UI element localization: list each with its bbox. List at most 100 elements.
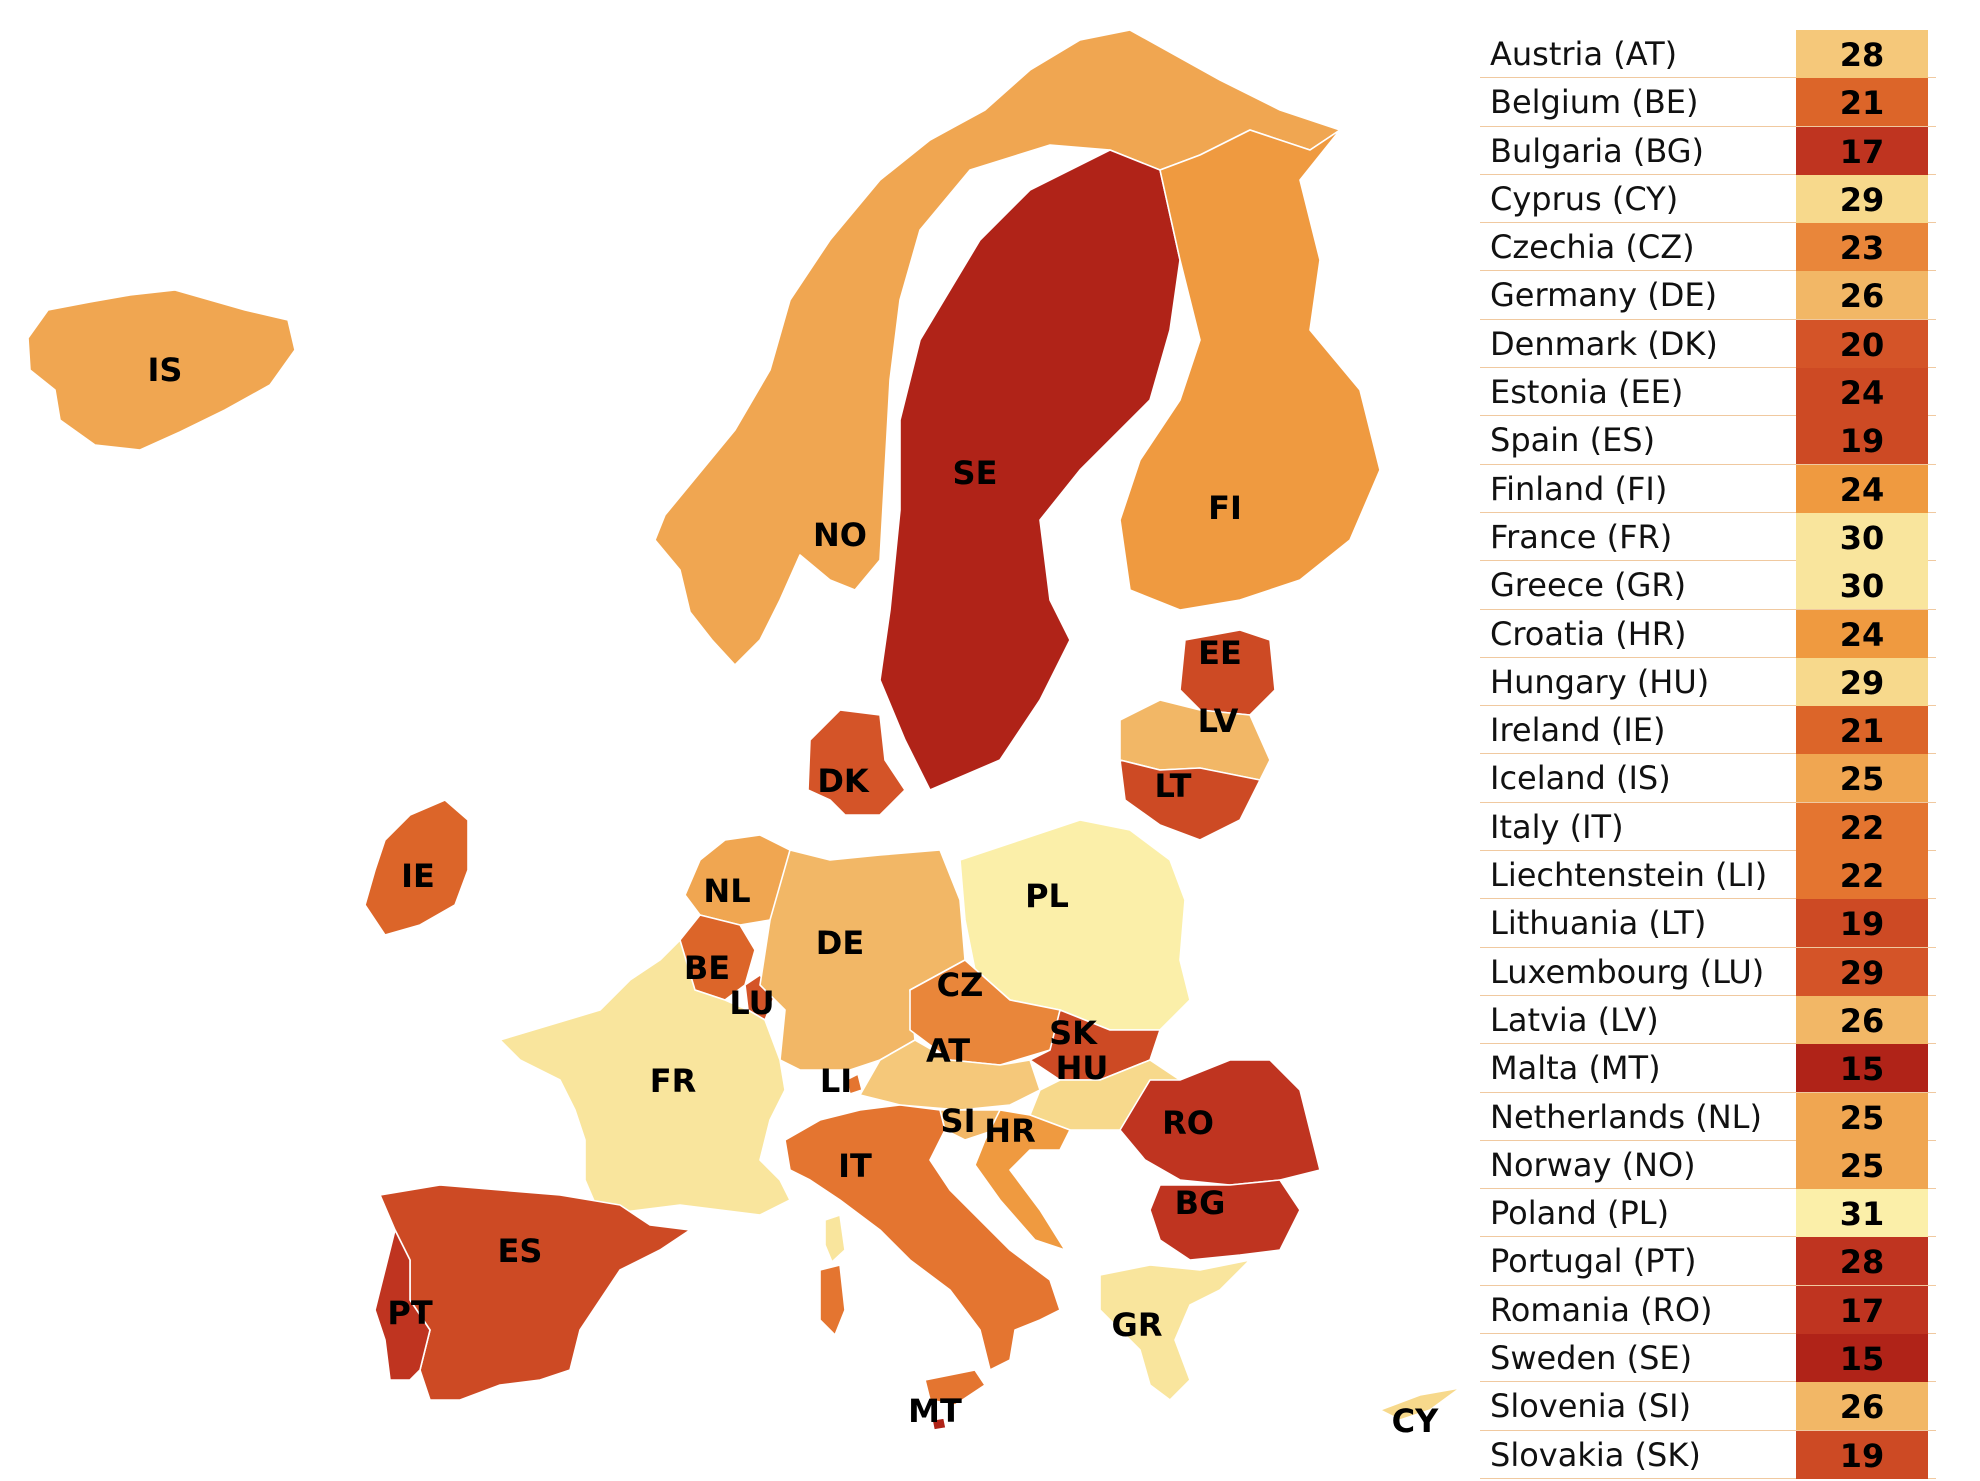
shape-HR xyxy=(974,1109,1071,1251)
table-row-PL: Poland (PL) 31 xyxy=(1480,1189,1936,1238)
table-row-LT: Lithuania (LT) 19 xyxy=(1480,899,1936,948)
table-row-FR: France (FR) 30 xyxy=(1480,512,1936,562)
shape-EE xyxy=(1179,629,1276,716)
value-cell: 15 xyxy=(1796,1334,1928,1383)
table-row-IS: Iceland (IS) 25 xyxy=(1480,754,1936,803)
value-cell: 15 xyxy=(1796,1044,1928,1093)
value-cell: 20 xyxy=(1796,319,1928,368)
shape-RO xyxy=(1119,1059,1321,1186)
shape-GR xyxy=(1099,1259,1251,1401)
table-row-LV: Latvia (LV) 26 xyxy=(1480,995,1936,1045)
map-label-PL: PL xyxy=(1025,877,1069,915)
europe-choropleth-map: IS NO SE FI EE LV LT IE DK NL BE LU DE P… xyxy=(27,29,1460,1440)
country-name: Denmark (DK) xyxy=(1490,324,1718,363)
map-label-RO: RO xyxy=(1162,1104,1214,1142)
map-label-FR: FR xyxy=(650,1062,697,1100)
value-cell: 22 xyxy=(1796,802,1928,851)
table-row-CZ: Czechia (CZ) 23 xyxy=(1480,223,1936,272)
value-cell: 28 xyxy=(1796,1237,1928,1286)
map-label-LT: LT xyxy=(1155,767,1192,805)
map-label-HR: HR xyxy=(984,1112,1035,1150)
map-label-LV: LV xyxy=(1198,702,1239,740)
shape-DK xyxy=(807,709,906,816)
table-row-IE: Ireland (IE) 21 xyxy=(1480,706,1936,755)
map-label-MT: MT xyxy=(908,1392,962,1430)
country-name: Bulgaria (BG) xyxy=(1490,131,1705,170)
country-value-table: Austria (AT) 28 Belgium (BE) 21 Bulgaria (BG… xyxy=(1480,30,1936,1479)
country-name: Luxembourg (LU) xyxy=(1490,952,1765,991)
shape-IE xyxy=(364,799,469,936)
shape-FR-corsica xyxy=(824,1214,846,1263)
map-label-BE: BE xyxy=(684,949,730,987)
table-row-HU: Hungary (HU) 29 xyxy=(1480,657,1936,707)
country-name: Norway (NO) xyxy=(1490,1145,1696,1184)
table-row-RO: Romania (RO) 17 xyxy=(1480,1285,1936,1335)
country-name: Malta (MT) xyxy=(1490,1049,1661,1088)
country-name: Liechtenstein (LI) xyxy=(1490,856,1768,895)
country-name: Croatia (HR) xyxy=(1490,614,1687,653)
map-label-ES: ES xyxy=(498,1232,543,1270)
table-row-BE: Belgium (BE) 21 xyxy=(1480,78,1936,127)
map-label-NL: NL xyxy=(703,872,750,910)
value-cell: 31 xyxy=(1796,1189,1928,1238)
map-label-DK: DK xyxy=(817,762,870,800)
map-label-LU: LU xyxy=(729,984,774,1022)
value-cell: 26 xyxy=(1796,995,1928,1044)
table-row-SK: Slovakia (SK) 19 xyxy=(1480,1430,1936,1479)
country-name: Slovenia (SI) xyxy=(1490,1387,1692,1426)
value-cell: 24 xyxy=(1796,464,1928,513)
table-row-ES: Spain (ES) 19 xyxy=(1480,416,1936,465)
value-cell: 19 xyxy=(1796,416,1928,465)
table-row-PT: Portugal (PT) 28 xyxy=(1480,1237,1936,1286)
table-row-HR: Croatia (HR) 24 xyxy=(1480,609,1936,658)
country-name: Lithuania (LT) xyxy=(1490,904,1707,943)
country-name: Poland (PL) xyxy=(1490,1194,1670,1233)
country-name: Ireland (IE) xyxy=(1490,711,1666,750)
value-cell: 30 xyxy=(1796,561,1928,610)
map-label-BG: BG xyxy=(1175,1184,1226,1222)
shape-LT xyxy=(1119,759,1261,841)
country-name: Netherlands (NL) xyxy=(1490,1097,1762,1136)
country-name: Czechia (CZ) xyxy=(1490,228,1695,267)
value-cell: 30 xyxy=(1796,512,1928,561)
table-row-MT: Malta (MT) 15 xyxy=(1480,1044,1936,1093)
value-cell: 29 xyxy=(1796,657,1928,706)
value-cell: 29 xyxy=(1796,174,1928,223)
shape-FI xyxy=(1119,129,1381,611)
map-label-IT: IT xyxy=(838,1147,872,1185)
map-label-SI: SI xyxy=(941,1102,976,1140)
shape-IT-sardinia xyxy=(819,1264,846,1336)
country-name: Slovakia (SK) xyxy=(1490,1435,1701,1474)
table-row-DK: Denmark (DK) 20 xyxy=(1480,319,1936,369)
value-cell: 17 xyxy=(1796,1285,1928,1334)
shape-FR xyxy=(499,939,791,1216)
value-cell: 19 xyxy=(1796,899,1928,948)
country-name: Austria (AT) xyxy=(1490,35,1678,73)
value-cell: 25 xyxy=(1796,1092,1928,1141)
table-row-NO: Norway (NO) 25 xyxy=(1480,1140,1936,1190)
value-cell: 21 xyxy=(1796,78,1928,127)
map-label-LI: LI xyxy=(820,1062,852,1100)
shape-MT xyxy=(931,1417,947,1431)
country-name: Germany (DE) xyxy=(1490,276,1718,315)
country-name: Italy (IT) xyxy=(1490,807,1624,846)
map-label-IE: IE xyxy=(401,857,435,895)
country-name: Hungary (HU) xyxy=(1490,662,1710,701)
table-row-NL: Netherlands (NL) 25 xyxy=(1480,1092,1936,1141)
table-row-CY: Cyprus (CY) 29 xyxy=(1480,174,1936,224)
table-row-LU: Luxembourg (LU) 29 xyxy=(1480,947,1936,996)
value-cell: 26 xyxy=(1796,1382,1928,1431)
table-row-BG: Bulgaria (BG) 17 xyxy=(1480,126,1936,175)
map-label-AT: AT xyxy=(926,1032,970,1070)
shape-IT xyxy=(784,1104,1061,1371)
map-label-DE: DE xyxy=(816,924,864,962)
value-cell: 24 xyxy=(1796,368,1928,417)
table-row-FI: Finland (FI) 24 xyxy=(1480,464,1936,513)
map-label-GR: GR xyxy=(1112,1306,1163,1344)
country-name: Belgium (BE) xyxy=(1490,83,1699,122)
country-name: Estonia (EE) xyxy=(1490,373,1684,412)
table-row-LI: Liechtenstein (LI) 22 xyxy=(1480,851,1936,900)
country-name: Romania (RO) xyxy=(1490,1290,1713,1329)
value-cell: 25 xyxy=(1796,1140,1928,1189)
value-cell: 28 xyxy=(1796,30,1928,78)
